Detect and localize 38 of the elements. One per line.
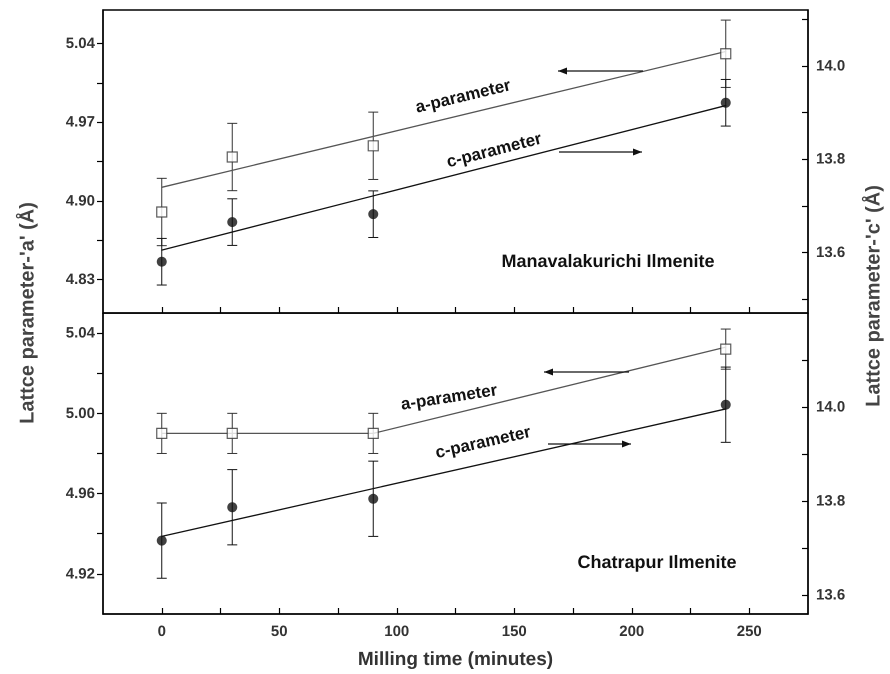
point xyxy=(156,206,168,218)
point xyxy=(368,494,378,504)
y2-tick-label: 13.6 xyxy=(816,586,846,604)
y-axis-title: Lattce parameter-'a' (Å) xyxy=(16,202,40,424)
x-tick-label: 50 xyxy=(270,623,288,640)
y-tick-label: 4.83 xyxy=(66,270,95,288)
point xyxy=(227,217,238,228)
point xyxy=(227,502,238,512)
point xyxy=(368,140,379,152)
point xyxy=(720,48,732,60)
x-tick-label: 0 xyxy=(158,623,166,640)
y2-axis-title: Lattce parameter-'c' (Å) xyxy=(862,185,886,407)
y2-tick-label: 13.6 xyxy=(816,244,846,261)
point xyxy=(156,536,167,546)
x-tick-label: 200 xyxy=(619,623,644,640)
annotation: Chatrapur Ilmenite xyxy=(577,552,737,572)
y-tick-label: 5.00 xyxy=(66,404,95,422)
y2-tick-label: 13.8 xyxy=(816,492,846,510)
y-tick-label: 4.96 xyxy=(66,485,95,502)
point xyxy=(720,400,731,410)
y-tick-label: 5.04 xyxy=(66,35,96,52)
y2-tick-label: 14.0 xyxy=(816,57,846,74)
y2-tick-label: 14.0 xyxy=(816,398,846,416)
x-tick-label: 100 xyxy=(384,623,410,640)
annotation: a-parameter xyxy=(400,380,499,414)
x-tick-label: 250 xyxy=(736,623,762,640)
x-tick-label: 150 xyxy=(502,623,527,640)
point xyxy=(226,151,238,163)
y2-tick-label: 13.8 xyxy=(816,150,846,168)
y-tick-label: 4.90 xyxy=(66,192,95,210)
annotation: Manavalakurichi Ilmenite xyxy=(501,251,715,271)
point xyxy=(156,256,167,267)
y-tick-label: 5.04 xyxy=(66,324,96,342)
point xyxy=(720,98,731,108)
y-tick-label: 4.97 xyxy=(66,114,95,131)
y-tick-label: 4.92 xyxy=(66,565,95,582)
x-axis-title: Milling time (minutes) xyxy=(358,649,554,670)
point xyxy=(368,209,378,220)
